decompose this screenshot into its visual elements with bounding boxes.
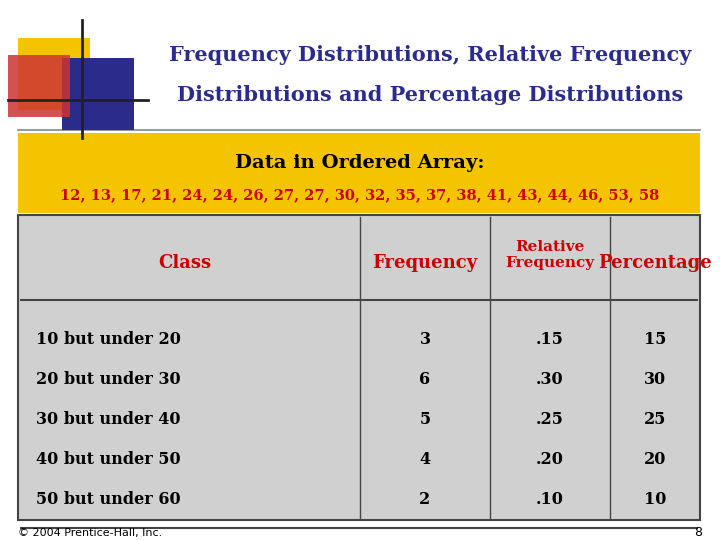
Text: .20: .20	[536, 451, 564, 469]
Text: 25: 25	[644, 411, 666, 429]
Text: Frequency: Frequency	[372, 254, 477, 272]
Text: .10: .10	[536, 491, 564, 509]
Text: 15: 15	[644, 332, 666, 348]
Text: 10 but under 20: 10 but under 20	[36, 332, 181, 348]
Text: 40 but under 50: 40 but under 50	[36, 451, 181, 469]
Text: 6: 6	[420, 372, 431, 388]
Text: 20 but under 30: 20 but under 30	[36, 372, 181, 388]
Text: Relative
Frequency: Relative Frequency	[505, 240, 595, 270]
Text: 30 but under 40: 30 but under 40	[36, 411, 181, 429]
Text: 8: 8	[694, 526, 702, 539]
Text: .30: .30	[536, 372, 564, 388]
Text: © 2004 Prentice-Hall, Inc.: © 2004 Prentice-Hall, Inc.	[18, 528, 162, 538]
Text: 30: 30	[644, 372, 666, 388]
Text: Frequency Distributions, Relative Frequency: Frequency Distributions, Relative Freque…	[168, 45, 691, 65]
Text: 4: 4	[420, 451, 431, 469]
Text: 10: 10	[644, 491, 666, 509]
Text: 3: 3	[420, 332, 431, 348]
Text: 50 but under 60: 50 but under 60	[36, 491, 181, 509]
Bar	[18, 215, 700, 520]
Text: 2: 2	[419, 491, 431, 509]
Bar	[18, 133, 700, 213]
Text: 12, 13, 17, 21, 24, 24, 26, 27, 27, 30, 32, 35, 37, 38, 41, 43, 44, 46, 53, 58: 12, 13, 17, 21, 24, 24, 26, 27, 27, 30, …	[60, 188, 660, 202]
Text: 5: 5	[420, 411, 431, 429]
Text: Percentage: Percentage	[598, 254, 712, 272]
Text: .25: .25	[536, 411, 564, 429]
Bar	[18, 38, 90, 110]
Text: 20: 20	[644, 451, 666, 469]
Text: Distributions and Percentage Distributions: Distributions and Percentage Distributio…	[177, 85, 683, 105]
Bar	[8, 55, 70, 117]
Text: Class: Class	[158, 254, 212, 272]
Text: Data in Ordered Array:: Data in Ordered Array:	[235, 154, 485, 172]
Text: .15: .15	[536, 332, 564, 348]
Bar	[62, 58, 134, 130]
